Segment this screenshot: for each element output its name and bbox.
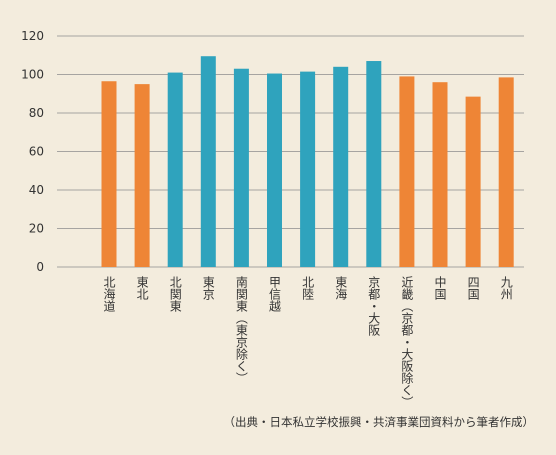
x-tick-label: 甲信越 — [268, 276, 282, 313]
bar — [465, 96, 481, 267]
bar — [333, 66, 349, 267]
x-tick-label: 北陸 — [301, 276, 315, 301]
y-tick-label: 60 — [29, 145, 44, 159]
x-tick-label: 東京 — [201, 276, 215, 301]
source-note: （出典・日本私立学校振興・共済事業団資料から筆者作成） — [223, 415, 535, 429]
y-tick-label: 100 — [21, 68, 44, 82]
x-tick-label: 北関東 — [168, 276, 182, 312]
bar — [134, 84, 150, 267]
y-tick-label: 120 — [21, 29, 44, 43]
bar — [300, 71, 316, 267]
x-tick-label: 京都・大阪 — [367, 276, 381, 337]
bars — [101, 56, 514, 268]
y-tick-label: 80 — [29, 106, 44, 120]
x-tick-label: 東北 — [135, 276, 149, 301]
x-tick-label: 近畿（京都・大阪除く） — [400, 276, 414, 408]
bar — [101, 81, 117, 267]
y-tick-label: 40 — [29, 183, 44, 197]
x-tick-label: 中国 — [433, 275, 447, 300]
x-tick-label: 南関東（東京除く） — [234, 275, 248, 384]
bar — [167, 72, 183, 267]
bar — [233, 68, 249, 267]
x-tick-label: 北海道 — [102, 276, 116, 312]
x-tick-label: 四国 — [466, 276, 480, 300]
bar — [498, 77, 514, 267]
bar — [366, 61, 382, 268]
bar — [432, 82, 448, 267]
y-axis-ticks: 0 20 40 60 80 100 120 — [21, 29, 44, 274]
bar — [200, 56, 216, 268]
bar — [399, 76, 415, 267]
y-tick-label: 20 — [29, 222, 44, 236]
x-tick-label: 九州 — [499, 276, 513, 300]
bar — [267, 73, 282, 267]
x-axis-labels: 北海道 東北 北関東 東京 南関東（東京除く） 甲信越 北陸 東海 京都・大阪 近畿（京都・大阪除… — [102, 275, 513, 408]
gridlines — [57, 35, 524, 268]
y-tick-label: 0 — [36, 260, 44, 274]
x-tick-label: 東海 — [334, 276, 348, 300]
